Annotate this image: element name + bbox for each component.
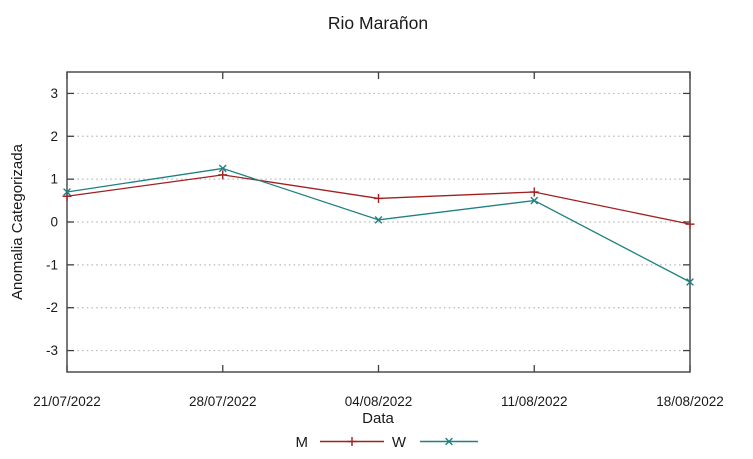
- legend-line-samples: [320, 437, 478, 446]
- y-tick-label: 3: [50, 86, 58, 101]
- gridlines: [68, 92, 689, 352]
- data-series: [62, 164, 695, 286]
- x-tick-label: 28/07/2022: [189, 394, 257, 409]
- y-tick-label: -1: [46, 257, 58, 272]
- y-tick-label: -3: [46, 343, 58, 358]
- legend-label-m: M: [296, 434, 309, 451]
- x-tick-label: 04/08/2022: [345, 394, 413, 409]
- x-axis-label: Data: [362, 410, 394, 427]
- series-W-marker: [218, 164, 227, 173]
- y-axis-label: Anomalia Categorizada: [9, 143, 26, 300]
- series-W-marker: [63, 188, 71, 196]
- series-W-marker: [686, 278, 694, 286]
- legend-sample-W-marker: [445, 437, 453, 446]
- y-tick-label: 2: [50, 129, 58, 144]
- x-tick-label: 11/08/2022: [501, 394, 568, 409]
- series-W-marker: [374, 215, 383, 224]
- y-tick-label: 1: [50, 172, 58, 187]
- x-tick-label: 18/08/2022: [656, 394, 724, 409]
- y-tick-label: 0: [50, 215, 58, 230]
- y-tick-label: -2: [46, 300, 58, 315]
- legend-label-w: W: [392, 434, 407, 451]
- axis-ticks: [66, 72, 691, 372]
- x-tick-label: 21/07/2022: [33, 394, 101, 409]
- chart-title: Rio Marañon: [328, 13, 428, 33]
- series-W-marker: [530, 196, 539, 205]
